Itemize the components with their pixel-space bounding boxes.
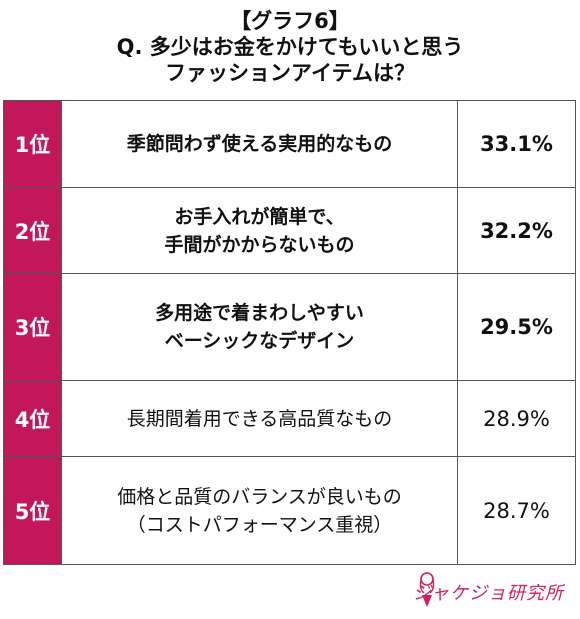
item-label-line: 季節問わず使える実用的なもの [126, 133, 393, 155]
item-label: 価格と品質のバランスが良いもの （コストパフォーマンス重視） [61, 456, 458, 565]
item-percentage: 32.2% [457, 187, 576, 274]
table-row: 1位 季節問わず使える実用的なもの 33.1% [3, 100, 576, 188]
table-row: 5位 価格と品質のバランスが良いもの （コストパフォーマンス重視） 28.7% [3, 456, 576, 565]
item-label-line: （コストパフォーマンス重視） [126, 513, 393, 536]
item-label-line: 多用途で着まわしやすい [155, 302, 364, 324]
logo-figure-icon [419, 572, 435, 607]
item-percentage: 33.1% [457, 100, 576, 188]
rank-badge: 1位 [3, 100, 62, 188]
item-percentage: 28.9% [457, 380, 576, 457]
brand-logo: ジャケジョ研究所 [374, 567, 564, 611]
chart-title: 【グラフ6】 Q. 多少はお金をかけてもいいと思う ファッションアイテムは？ [0, 8, 580, 86]
ranking-table: 1位 季節問わず使える実用的なもの 33.1% 2位 お手入れが簡単で、 手間が… [3, 100, 576, 565]
table-row: 2位 お手入れが簡単で、 手間がかからないもの 32.2% [3, 187, 576, 274]
item-label-line: 手間がかからないもの [164, 233, 355, 256]
title-label: 【グラフ6】 [230, 9, 350, 33]
rank-badge: 5位 [3, 456, 62, 565]
item-label-line: 長期間着用できる高品質なもの [126, 407, 393, 430]
question-line-1: Q. 多少はお金をかけてもいいと思う [116, 35, 464, 59]
item-label-line: 価格と品質のバランスが良いもの [117, 485, 402, 508]
rank-badge: 3位 [3, 273, 62, 381]
item-label: 多用途で着まわしやすい ベーシックなデザイン [61, 273, 458, 381]
logo-text: ジャケジョ研究所 [412, 583, 564, 604]
rank-badge: 2位 [3, 187, 62, 274]
item-label: 長期間着用できる高品質なもの [61, 380, 458, 457]
item-label-line: お手入れが簡単で、 [174, 205, 345, 228]
item-label: 季節問わず使える実用的なもの [61, 100, 458, 188]
item-percentage: 28.7% [457, 456, 576, 565]
item-percentage: 29.5% [457, 273, 576, 381]
rank-badge: 4位 [3, 380, 62, 457]
table-row: 4位 長期間着用できる高品質なもの 28.9% [3, 380, 576, 457]
question-line-2: ファッションアイテムは？ [165, 61, 415, 85]
item-label: お手入れが簡単で、 手間がかからないもの [61, 187, 458, 274]
table-row: 3位 多用途で着まわしやすい ベーシックなデザイン 29.5% [3, 273, 576, 381]
item-label-line: ベーシックなデザイン [164, 330, 355, 352]
